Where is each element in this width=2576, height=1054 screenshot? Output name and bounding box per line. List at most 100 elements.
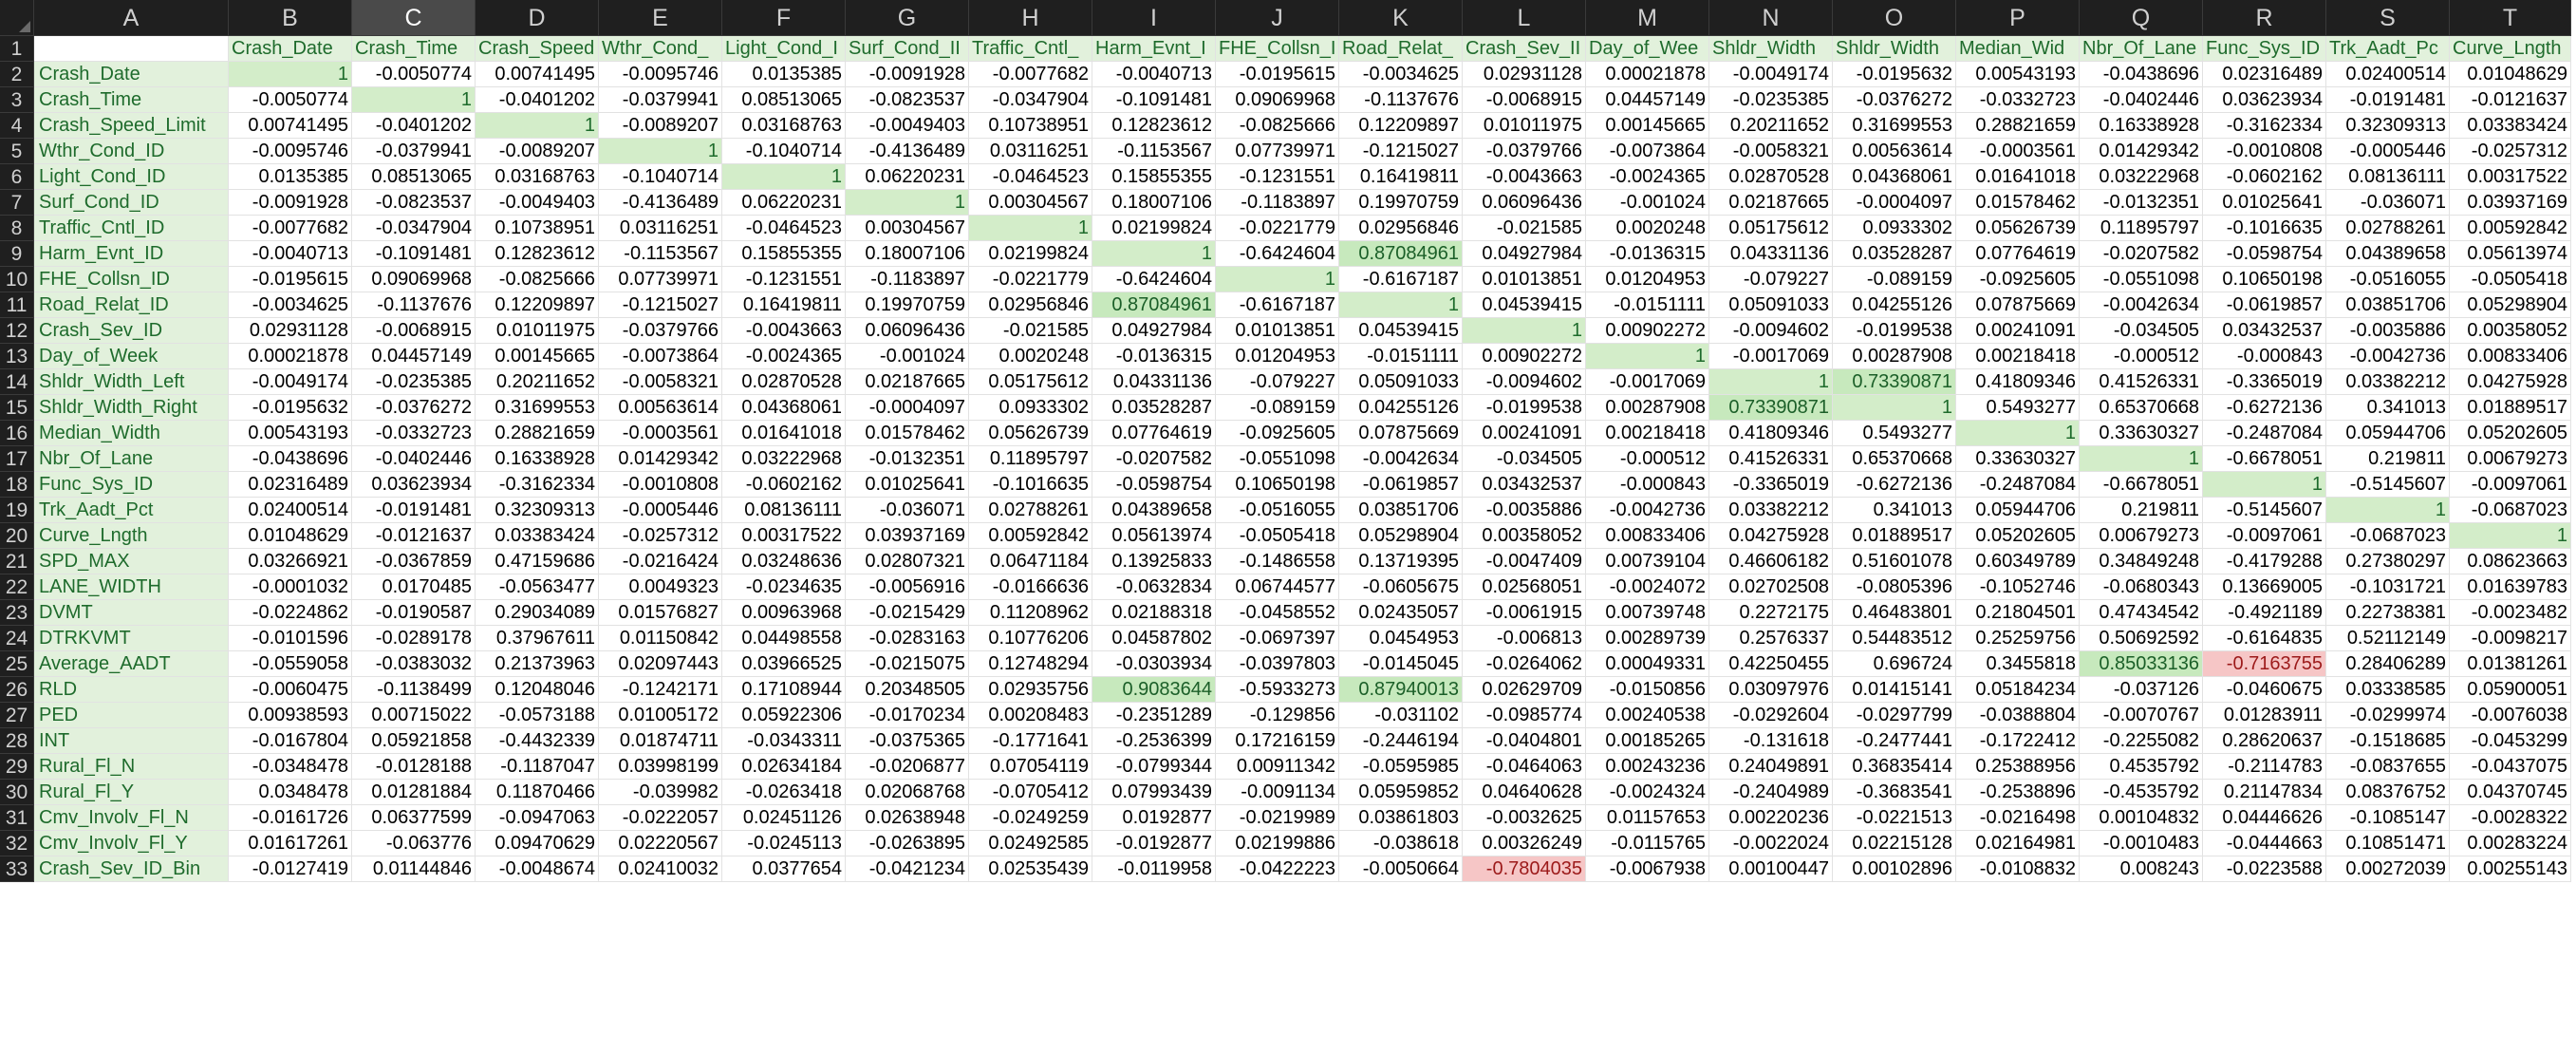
row-header-15[interactable]: 15 <box>0 395 34 421</box>
data-cell[interactable]: -0.0221513 <box>1833 805 1956 831</box>
data-cell[interactable]: 0.02492585 <box>969 831 1092 856</box>
data-cell[interactable]: -0.0263418 <box>722 780 846 805</box>
data-cell[interactable]: 1 <box>1339 292 1463 318</box>
data-cell[interactable]: 0.02956846 <box>969 292 1092 318</box>
data-cell[interactable]: 1 <box>1833 395 1956 421</box>
data-cell[interactable]: -0.1091481 <box>352 241 476 267</box>
data-cell[interactable]: 0.00679273 <box>2450 446 2571 472</box>
data-cell[interactable]: -0.0024365 <box>722 344 846 369</box>
data-cell[interactable]: -0.1486558 <box>1216 549 1339 574</box>
data-cell[interactable]: -0.1031721 <box>2326 574 2450 600</box>
data-cell[interactable]: -0.0101596 <box>229 626 352 651</box>
data-cell[interactable]: 0.02068768 <box>846 780 969 805</box>
data-cell[interactable]: -0.1052746 <box>1956 574 2080 600</box>
data-cell[interactable]: 0.02634184 <box>722 754 846 780</box>
data-cell[interactable]: -0.0049403 <box>846 113 969 139</box>
data-cell[interactable]: -0.0017069 <box>1586 369 1709 395</box>
data-cell[interactable]: -0.4179288 <box>2203 549 2326 574</box>
data-cell[interactable]: -0.0837655 <box>2326 754 2450 780</box>
data-cell[interactable]: -0.0222057 <box>599 805 722 831</box>
data-cell[interactable]: -0.0632834 <box>1092 574 1216 600</box>
data-cell[interactable]: 0.06220231 <box>722 190 846 216</box>
data-cell[interactable]: 1 <box>599 139 722 164</box>
data-cell[interactable]: -0.0402446 <box>352 446 476 472</box>
data-cell[interactable]: 0.04498558 <box>722 626 846 651</box>
row-header-11[interactable]: 11 <box>0 292 34 318</box>
data-cell[interactable]: 0.04389658 <box>1092 498 1216 523</box>
data-cell[interactable]: -0.037126 <box>2080 677 2203 703</box>
data-cell[interactable]: -0.0680343 <box>2080 574 2203 600</box>
data-cell[interactable]: 0.0170485 <box>352 574 476 600</box>
data-cell[interactable]: -0.0076038 <box>2450 703 2571 728</box>
data-cell[interactable]: 0.04331136 <box>1092 369 1216 395</box>
data-cell[interactable]: 0.12209897 <box>1339 113 1463 139</box>
data-cell[interactable]: 0.04539415 <box>1463 292 1586 318</box>
data-cell[interactable]: -0.2351289 <box>1092 703 1216 728</box>
data-cell[interactable]: 0.00679273 <box>2080 523 2203 549</box>
data-cell[interactable]: 0.02807321 <box>846 549 969 574</box>
data-cell[interactable]: -0.0505418 <box>2450 267 2571 292</box>
data-cell[interactable]: 0.17216159 <box>1216 728 1339 754</box>
column-header-m[interactable]: M <box>1586 0 1709 36</box>
data-cell[interactable]: -0.0061915 <box>1463 600 1586 626</box>
header-cell[interactable]: Light_Cond_I <box>722 36 846 62</box>
row-header-29[interactable]: 29 <box>0 754 34 780</box>
data-cell[interactable]: -0.0224862 <box>229 600 352 626</box>
data-cell[interactable]: 0.03623934 <box>352 472 476 498</box>
data-cell[interactable]: 0.03383424 <box>476 523 599 549</box>
header-cell[interactable]: Curve_Lngth <box>2450 36 2571 62</box>
data-cell[interactable]: 0.01013851 <box>1463 267 1586 292</box>
data-cell[interactable]: -0.0379766 <box>599 318 722 344</box>
data-cell[interactable]: 0.11208962 <box>969 600 1092 626</box>
data-cell[interactable]: 0.06744577 <box>1216 574 1339 600</box>
data-cell[interactable]: 0.05613974 <box>2450 241 2571 267</box>
column-header-p[interactable]: P <box>1956 0 2080 36</box>
data-cell[interactable]: 0.02788261 <box>969 498 1092 523</box>
row-header-7[interactable]: 7 <box>0 190 34 216</box>
data-cell[interactable]: -0.0040713 <box>1092 62 1216 87</box>
row-header-33[interactable]: 33 <box>0 856 34 882</box>
data-cell[interactable]: -0.2536399 <box>1092 728 1216 754</box>
data-cell[interactable]: 0.01150842 <box>599 626 722 651</box>
data-cell[interactable]: -0.129856 <box>1216 703 1339 728</box>
data-cell[interactable]: 0.04587802 <box>1092 626 1216 651</box>
data-cell[interactable]: 0.28821659 <box>1956 113 2080 139</box>
data-cell[interactable]: 0.341013 <box>2326 395 2450 421</box>
data-cell[interactable]: 0.00102896 <box>1833 856 1956 882</box>
data-cell[interactable]: 1 <box>2080 446 2203 472</box>
data-cell[interactable]: 0.01283911 <box>2203 703 2326 728</box>
data-cell[interactable]: -0.0257312 <box>2450 139 2571 164</box>
data-cell[interactable]: -0.0161726 <box>229 805 352 831</box>
data-cell[interactable]: -0.0145045 <box>1339 651 1463 677</box>
data-cell[interactable]: 0.07764619 <box>1092 421 1216 446</box>
data-cell[interactable]: 0.00358052 <box>1463 523 1586 549</box>
data-cell[interactable]: -0.0023482 <box>2450 600 2571 626</box>
data-cell[interactable]: 0.0192877 <box>1092 805 1216 831</box>
data-cell[interactable]: 1 <box>1586 344 1709 369</box>
data-cell[interactable]: 0.03432537 <box>2203 318 2326 344</box>
data-cell[interactable]: -0.0460675 <box>2203 677 2326 703</box>
data-cell[interactable]: 0.32309313 <box>476 498 599 523</box>
data-cell[interactable]: 0.2576337 <box>1709 626 1833 651</box>
row-header-2[interactable]: 2 <box>0 62 34 87</box>
data-cell[interactable]: 0.08513065 <box>352 164 476 190</box>
data-cell[interactable]: 0.08623663 <box>2450 549 2571 574</box>
data-cell[interactable]: 0.01641018 <box>722 421 846 446</box>
data-cell[interactable]: -0.0348478 <box>229 754 352 780</box>
data-cell[interactable]: 0.06096436 <box>1463 190 1586 216</box>
data-cell[interactable]: 0.02187665 <box>1709 190 1833 216</box>
data-cell[interactable]: -0.006813 <box>1463 626 1586 651</box>
row-label-cell[interactable]: Shldr_Width_Right <box>34 395 229 421</box>
data-cell[interactable]: -0.0034625 <box>1339 62 1463 87</box>
data-cell[interactable]: 0.05900051 <box>2450 677 2571 703</box>
data-cell[interactable]: -0.0136315 <box>1092 344 1216 369</box>
data-cell[interactable]: -0.0001032 <box>229 574 352 600</box>
column-header-a[interactable]: A <box>34 0 229 36</box>
data-cell[interactable]: -0.0825666 <box>1216 113 1339 139</box>
data-cell[interactable]: 0.04539415 <box>1339 318 1463 344</box>
data-cell[interactable]: 0.05175612 <box>969 369 1092 395</box>
data-cell[interactable]: -0.0047409 <box>1463 549 1586 574</box>
data-cell[interactable]: -0.0091928 <box>229 190 352 216</box>
data-cell[interactable]: 0.03116251 <box>969 139 1092 164</box>
row-header-23[interactable]: 23 <box>0 600 34 626</box>
